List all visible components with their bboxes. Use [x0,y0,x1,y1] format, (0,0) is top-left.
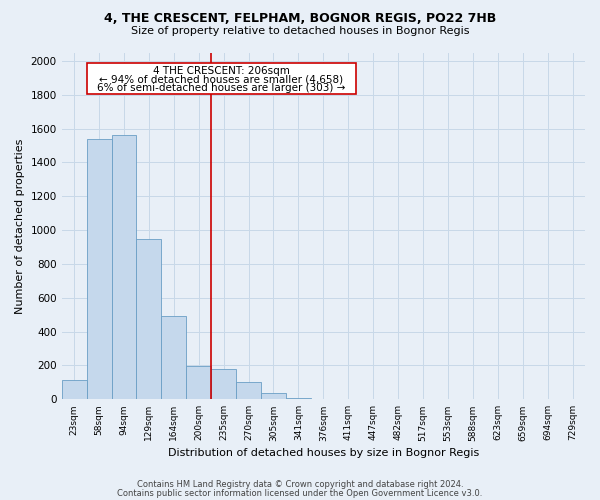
Text: ← 94% of detached houses are smaller (4,658): ← 94% of detached houses are smaller (4,… [99,75,343,85]
Text: 4, THE CRESCENT, FELPHAM, BOGNOR REGIS, PO22 7HB: 4, THE CRESCENT, FELPHAM, BOGNOR REGIS, … [104,12,496,26]
Text: 4 THE CRESCENT: 206sqm: 4 THE CRESCENT: 206sqm [153,66,290,76]
Bar [211,369,236,400]
Bar [261,392,286,400]
Bar [161,316,186,400]
X-axis label: Distribution of detached houses by size in Bognor Regis: Distribution of detached houses by size … [168,448,479,458]
Text: 6% of semi-detached houses are larger (303) →: 6% of semi-detached houses are larger (3… [97,84,346,94]
Text: Contains HM Land Registry data © Crown copyright and database right 2024.: Contains HM Land Registry data © Crown c… [137,480,463,489]
Bar [186,366,211,400]
Bar [112,136,136,400]
Bar [62,380,86,400]
Text: Contains public sector information licensed under the Open Government Licence v3: Contains public sector information licen… [118,488,482,498]
Bar [286,398,311,400]
Y-axis label: Number of detached properties: Number of detached properties [15,138,25,314]
Bar [86,139,112,400]
Text: Size of property relative to detached houses in Bognor Regis: Size of property relative to detached ho… [131,26,469,36]
Bar [136,238,161,400]
Bar [236,382,261,400]
FancyBboxPatch shape [86,62,356,94]
